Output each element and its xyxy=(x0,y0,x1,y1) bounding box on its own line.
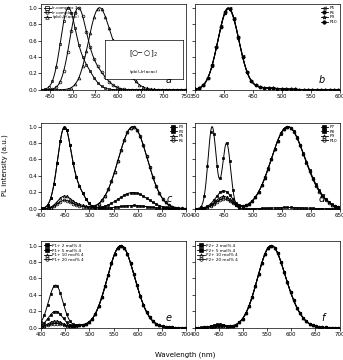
Text: e: e xyxy=(166,313,172,323)
Text: d: d xyxy=(319,194,325,204)
Text: Wavelength (nm): Wavelength (nm) xyxy=(155,352,215,358)
Legend: P5, P6, P9, P10: P5, P6, P9, P10 xyxy=(320,6,338,24)
Legend: P1+ 2 mol% 4, P1+ 5 mol% 4, P1+ 10 mol% 4, P1+ 20 mol% 4: P1+ 2 mol% 4, P1+ 5 mol% 4, P1+ 10 mol% … xyxy=(43,243,84,262)
Text: PL intensity (a.u.): PL intensity (a.u.) xyxy=(2,135,8,197)
Legend: P3, P4, P5, P6: P3, P4, P5, P6 xyxy=(169,125,184,143)
Text: c: c xyxy=(166,194,172,204)
Text: b: b xyxy=(319,76,325,85)
Legend: Ir-complex 3, Ir complex 4, (pbi)₂Ir(acac): Ir-complex 3, Ir complex 4, (pbi)₂Ir(aca… xyxy=(43,6,80,20)
Text: a: a xyxy=(166,76,172,85)
Text: f: f xyxy=(322,313,325,323)
Legend: P7, P8, P9, P10: P7, P8, P9, P10 xyxy=(320,125,338,143)
Legend: P2+ 2 mol% 4, P2+ 5 mol% 4, P2+ 10 mol% 4, P2+ 20 mol% 4: P2+ 2 mol% 4, P2+ 5 mol% 4, P2+ 10 mol% … xyxy=(197,243,238,262)
